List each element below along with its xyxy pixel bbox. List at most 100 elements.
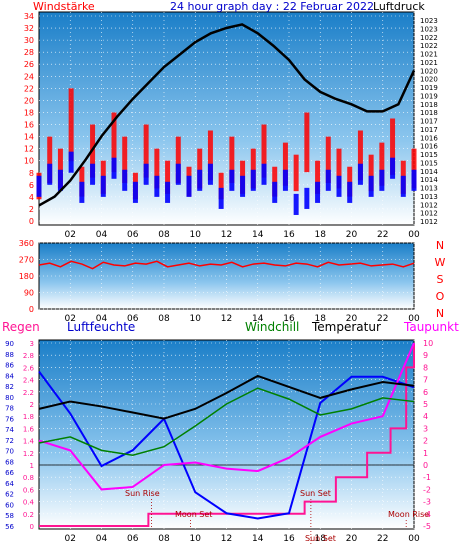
temp-tick-label: 8 [423, 363, 428, 372]
right-tick-label: 1018 [420, 109, 438, 117]
temp-tick-label: -4 [423, 510, 431, 519]
x-tick-label: 16 [283, 534, 295, 544]
left-tick-label: 34 [24, 12, 34, 21]
x-tick-label: 14 [252, 534, 264, 544]
rain-tick-label: 0.6 [23, 486, 35, 494]
humidity-tick-label: 90 [5, 340, 14, 348]
left-tick-label: 22 [24, 84, 34, 93]
right-tick-label: 1014 [420, 176, 438, 184]
x-tick-label: 20 [346, 534, 358, 544]
x-tick-label: 06 [127, 314, 139, 324]
right-tick-label: 1012 [420, 218, 438, 226]
humidity-tick-label: 74 [5, 426, 14, 434]
left-tick-label: 0 [29, 217, 34, 226]
rain-tick-label: 3 [30, 340, 34, 348]
humidity-tick-label: 60 [5, 501, 14, 509]
rain-tick-label: 0.4 [23, 499, 35, 507]
windchill-label: Windchill [245, 320, 299, 334]
humidity-tick-label: 84 [5, 372, 14, 380]
left-tick-label: 32 [24, 24, 34, 33]
rain-tick-label: 0.8 [23, 474, 34, 482]
x-tick-label: 18 [315, 314, 327, 324]
chart-title: 24 hour graph day : 22 Februar 2022 [170, 0, 374, 13]
x-tick-label: 14 [252, 230, 264, 240]
x-tick-label: 06 [127, 230, 139, 240]
humidity-tick-label: 78 [5, 405, 14, 413]
x-tick-label: 10 [190, 534, 202, 544]
temp-tick-label: 5 [423, 400, 428, 409]
x-tick-label: 12 [221, 534, 232, 544]
right-tick-label: 1020 [420, 67, 438, 75]
humidity-tick-label: 66 [5, 469, 14, 477]
left-tick-label: 20 [24, 96, 34, 105]
right-tick-label: 1018 [420, 101, 438, 109]
temp-tick-label: -2 [423, 485, 431, 494]
compass-letter: N [436, 307, 444, 320]
temp-tick-label: 3 [423, 424, 428, 433]
temp-tick-label: -5 [423, 522, 431, 531]
left-tick-label: 12 [24, 145, 34, 154]
x-tick-label: 14 [252, 314, 264, 324]
left-tick-label: 8 [29, 169, 34, 178]
event-label: Sun Set [305, 534, 336, 543]
x-tick-label: 04 [96, 314, 108, 324]
temp-tick-label: 2 [423, 437, 428, 446]
x-tick-label: 18 [315, 534, 327, 544]
right-tick-label: 1021 [420, 51, 438, 59]
dewpoint-label: Taupunkt [403, 320, 459, 334]
temp-tick-label: 1 [423, 449, 428, 458]
temp-plot-area [38, 339, 415, 530]
x-tick-label: 10 [190, 314, 202, 324]
right-tick-label: 1013 [420, 193, 438, 201]
right-tick-label: 1023 [420, 25, 438, 33]
wind-plot-area [38, 11, 415, 226]
direction-tick-label: 270 [19, 256, 34, 265]
x-tick-label: 04 [96, 534, 108, 544]
direction-tick-label: 180 [19, 272, 34, 281]
event-label: Sun Rise [125, 489, 160, 498]
pressure-axis-label: Luftdruck [373, 0, 425, 13]
x-tick-label: 20 [346, 230, 358, 240]
rain-tick-label: 2.6 [23, 364, 35, 372]
rain-tick-label: 1.6 [23, 425, 35, 433]
direction-tick-label: 360 [19, 239, 34, 248]
left-tick-label: 18 [24, 108, 34, 117]
compass-letter: O [436, 290, 445, 303]
temp-tick-label: 0 [423, 461, 428, 470]
dewpoint-line [38, 342, 415, 491]
x-tick-label: 12 [221, 230, 232, 240]
right-tick-label: 1016 [420, 134, 438, 142]
x-tick-label: 08 [158, 534, 170, 544]
humidity-tick-label: 72 [5, 437, 14, 445]
humidity-tick-label: 86 [5, 362, 14, 370]
left-tick-label: 6 [29, 181, 34, 190]
rain-tick-label: 1.2 [23, 450, 34, 458]
left-tick-label: 26 [24, 60, 34, 69]
temp-tick-label: -3 [423, 498, 431, 507]
rain-tick-label: 2.2 [23, 389, 34, 397]
direction-tick-label: 90 [24, 289, 34, 298]
right-tick-label: 1016 [420, 143, 438, 151]
compass-letter: S [437, 273, 444, 286]
rain-tick-label: 0.2 [23, 511, 34, 519]
humidity-tick-label: 58 [5, 512, 14, 520]
event-label: Sun Set [300, 489, 331, 498]
temperature-label: Temperatur [311, 320, 381, 334]
left-tick-label: 14 [24, 133, 34, 142]
right-tick-label: 1015 [420, 151, 438, 159]
right-tick-label: 1012 [420, 210, 438, 218]
event-label: Moon Set [175, 510, 212, 519]
humidity-tick-label: 76 [5, 415, 14, 423]
humidity-tick-label: 68 [5, 458, 14, 466]
right-tick-label: 1020 [420, 76, 438, 84]
right-tick-label: 1017 [420, 118, 438, 126]
right-tick-label: 1012 [420, 201, 438, 209]
temp-tick-label: 6 [423, 388, 428, 397]
x-tick-label: 18 [315, 230, 327, 240]
compass-letter: W [435, 256, 446, 269]
left-tick-label: 28 [24, 48, 34, 57]
x-tick-label: 22 [377, 230, 388, 240]
humidity-tick-label: 70 [5, 448, 14, 456]
temperature-line [38, 374, 415, 420]
rain-tick-label: 1.4 [23, 438, 35, 446]
